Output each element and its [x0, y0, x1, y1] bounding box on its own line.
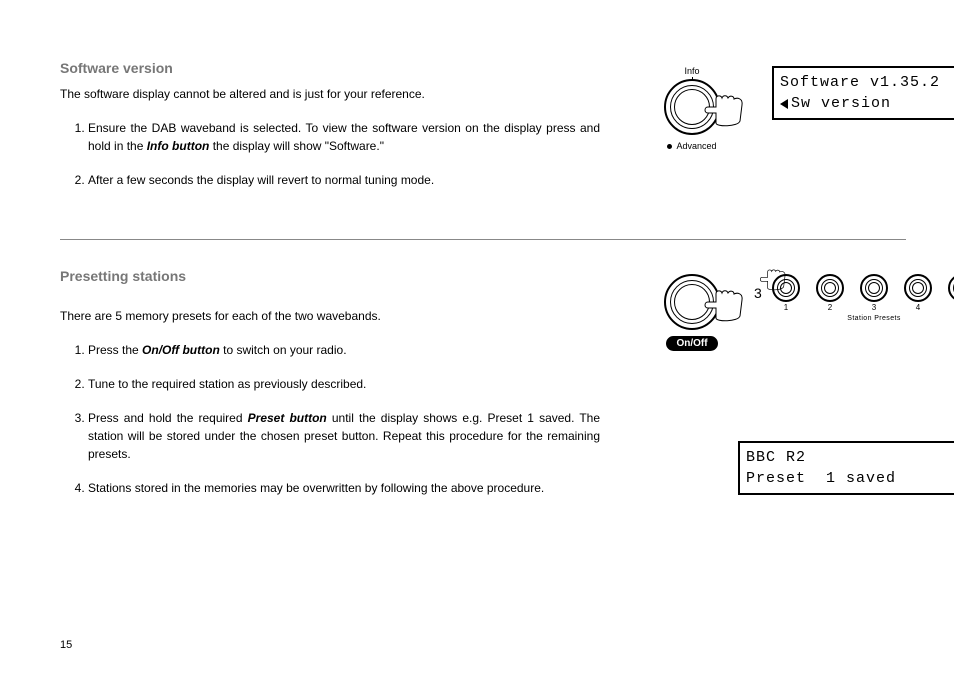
lcd-line2: Sw version — [780, 95, 954, 113]
list-item: Ensure the DAB waveband is selected. To … — [88, 119, 600, 155]
section-divider — [60, 239, 906, 240]
list-item: Press the On/Off button to switch on you… — [88, 341, 600, 359]
list-item: Press and hold the required Preset butto… — [88, 409, 600, 463]
section1-text: Software version The software display ca… — [60, 60, 600, 205]
lcd-preset: BBC R2 Preset 1 saved — [738, 441, 954, 495]
arrow-left-icon — [780, 99, 788, 109]
list-software: Ensure the DAB waveband is selected. To … — [60, 119, 600, 189]
heading-presetting: Presetting stations — [60, 268, 600, 284]
lcd-line2: Preset 1 saved — [746, 469, 954, 487]
section2-graphics: 1 On/Off 3 — [642, 268, 954, 513]
hand-icon — [702, 288, 746, 324]
section-presetting: Presetting stations There are 5 memory p… — [60, 268, 906, 513]
preset-knob-3: 3 — [860, 274, 888, 312]
heading-software: Software version — [60, 60, 600, 76]
lcd-software: Software v1.35.2 Sw version — [772, 66, 954, 120]
list-item: Stations stored in the memories may be o… — [88, 479, 600, 497]
section2-text: Presetting stations There are 5 memory p… — [60, 268, 600, 513]
list-item: After a few seconds the display will rev… — [88, 171, 600, 189]
preset-knob-2: 2 — [816, 274, 844, 312]
intro-presetting: There are 5 memory presets for each of t… — [60, 308, 600, 325]
hand-icon — [702, 93, 746, 129]
preset-knob-4: 4 — [904, 274, 932, 312]
page-number: 15 — [60, 639, 72, 651]
list-presetting: Press the On/Off button to switch on you… — [60, 341, 600, 497]
section-software-version: Software version The software display ca… — [60, 60, 906, 205]
onoff-pill: On/Off — [666, 336, 717, 351]
dial-label-info: Info — [684, 66, 699, 76]
section1-graphics: Info 1 Advanced Software v1.35.2 — [642, 60, 954, 205]
intro-software: The software display cannot be altered a… — [60, 86, 600, 103]
dial-bottom-advanced: Advanced — [667, 141, 716, 151]
lcd-line1: BBC R2 — [746, 448, 954, 466]
preset-knobs-illustration: 3 1 2 3 4 5 Station P — [772, 274, 954, 322]
info-dial-illustration: Info 1 Advanced — [642, 66, 742, 151]
preset-knob-5: 5 — [948, 274, 954, 312]
preset-knob-1: 3 1 — [772, 274, 800, 312]
list-item: Tune to the required station as previous… — [88, 375, 600, 393]
lcd-line1: Software v1.35.2 — [780, 74, 954, 92]
onoff-dial-illustration: 1 On/Off — [642, 274, 742, 351]
preset-caption: Station Presets — [847, 315, 900, 322]
